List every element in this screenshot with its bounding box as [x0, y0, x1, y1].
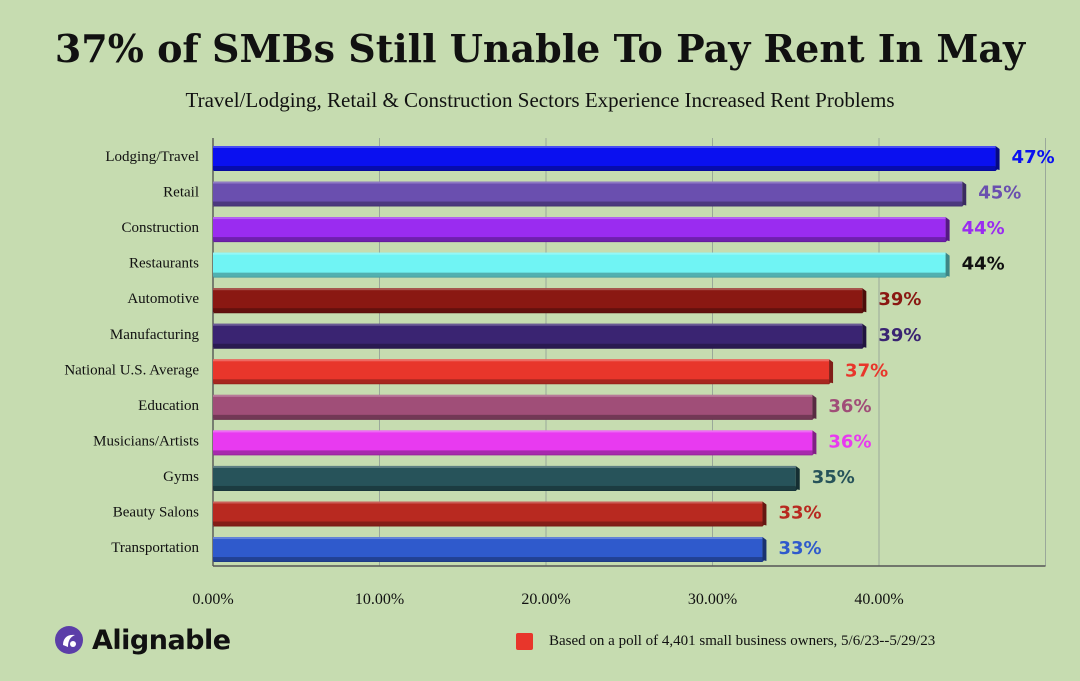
data-label: 39%	[878, 289, 921, 310]
data-label: 33%	[778, 538, 821, 559]
x-tick-label: 0.00%	[192, 591, 233, 608]
bar	[213, 181, 967, 207]
category-label: Automotive	[127, 291, 199, 307]
bar	[213, 394, 817, 420]
data-label: 37%	[845, 360, 888, 381]
chart-subtitle: Travel/Lodging, Retail & Construction Se…	[185, 88, 895, 112]
data-label: 45%	[978, 183, 1021, 204]
category-label: Musicians/Artists	[93, 433, 199, 449]
category-label: Construction	[122, 220, 200, 236]
bar	[213, 465, 800, 491]
brand-name: Alignable	[92, 624, 231, 656]
category-label: Beauty Salons	[113, 505, 199, 521]
data-label: 39%	[878, 325, 921, 346]
data-label: 44%	[962, 254, 1005, 275]
bar	[213, 217, 950, 243]
chart-title: 37% of SMBs Still Unable To Pay Rent In …	[54, 26, 1026, 71]
gridlines	[212, 138, 1046, 567]
value-labels: 47% 45% 44% 44% 39% 39% 37% 36% 36% 35% 33% 33%	[778, 147, 1054, 559]
bar	[213, 323, 867, 349]
data-label: 33%	[778, 503, 821, 524]
x-tick-label: 30.00%	[688, 591, 737, 608]
x-tick-label: 10.00%	[355, 591, 404, 608]
footnote-text: Based on a poll of 4,401 small business …	[549, 632, 936, 649]
bar	[213, 359, 834, 385]
x-tick-label: 40.00%	[854, 591, 903, 608]
category-label: Restaurants	[129, 256, 199, 272]
category-label: Retail	[163, 185, 199, 201]
category-label: Education	[138, 398, 199, 414]
bar	[213, 430, 817, 456]
bar	[213, 252, 950, 278]
alignable-logo-icon	[55, 626, 83, 654]
data-label: 35%	[812, 467, 855, 488]
bars	[213, 146, 1000, 563]
data-label: 36%	[828, 396, 871, 417]
category-label: National U.S. Average	[64, 362, 199, 378]
bar	[213, 501, 767, 527]
bar	[213, 537, 767, 563]
category-label: Gyms	[163, 469, 199, 485]
bar	[213, 288, 867, 314]
x-axis-ticks: 0.00% 10.00% 20.00% 30.00% 40.00%	[192, 591, 903, 608]
category-label: Manufacturing	[110, 327, 200, 343]
data-label: 36%	[828, 431, 871, 452]
legend-swatch	[516, 632, 533, 650]
data-label: 44%	[962, 218, 1005, 239]
category-labels: Lodging/Travel Retail Construction Restaura…	[64, 149, 199, 556]
x-tick-label: 20.00%	[521, 591, 570, 608]
category-label: Transportation	[111, 540, 199, 556]
bar	[213, 146, 1000, 171]
category-label: Lodging/Travel	[105, 149, 199, 165]
data-label: 47%	[1012, 147, 1055, 168]
legend-footnote: Based on a poll of 4,401 small business …	[516, 629, 935, 653]
alignable-logo: Alignable	[54, 622, 231, 658]
